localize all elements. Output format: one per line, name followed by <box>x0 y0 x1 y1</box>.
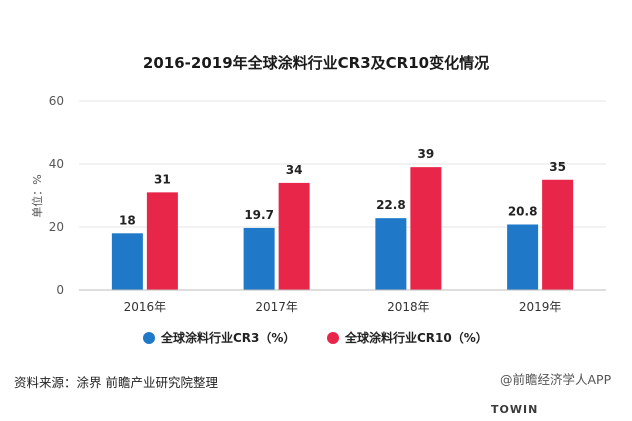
bar-series0-1 <box>243 227 275 290</box>
data-label: 39 <box>418 147 435 161</box>
legend-marker <box>143 332 155 344</box>
bar-series1-3 <box>542 179 574 290</box>
legend: 全球涂料行业CR3（%） 全球涂料行业CR10（%） <box>143 330 488 345</box>
brand-label: @前瞻经济学人APP <box>500 372 612 387</box>
y-tick-label: 40 <box>49 157 64 171</box>
data-label: 22.8 <box>376 198 406 212</box>
y-axis-ticks: 0 20 40 60 <box>49 94 64 297</box>
towin-label: TOWIN <box>491 403 539 416</box>
y-tick-label: 0 <box>56 283 64 297</box>
bar-series1-1 <box>278 182 310 290</box>
legend-label: 全球涂料行业CR10（%） <box>344 330 488 345</box>
y-axis-label: 单位：% <box>30 174 44 217</box>
bar-series1-0 <box>146 192 178 290</box>
x-tick-label: 2016年 <box>124 300 167 314</box>
data-label: 19.7 <box>244 208 274 222</box>
bar-series0-2 <box>375 218 407 290</box>
x-tick-label: 2017年 <box>255 300 298 314</box>
legend-label: 全球涂料行业CR3（%） <box>160 330 295 345</box>
bar-series1-2 <box>410 167 442 290</box>
x-axis-ticks: 2016年 2017年 2018年 2019年 <box>124 300 562 314</box>
data-label: 35 <box>549 160 566 174</box>
source-note: 资料来源：涂界 前瞻产业研究院整理 <box>14 375 218 390</box>
y-tick-label: 20 <box>49 220 64 234</box>
data-label: 20.8 <box>508 204 538 218</box>
y-tick-label: 60 <box>49 94 64 108</box>
data-label: 18 <box>119 213 136 227</box>
bar-series0-3 <box>507 224 539 290</box>
x-tick-label: 2019年 <box>519 300 562 314</box>
bars <box>111 167 574 290</box>
legend-marker <box>327 332 339 344</box>
x-tick-label: 2018年 <box>387 300 430 314</box>
bar-series0-0 <box>111 233 143 290</box>
data-label: 31 <box>154 172 171 186</box>
data-labels: 18 31 19.7 34 22.8 39 20.8 35 <box>119 147 566 227</box>
data-label: 34 <box>286 163 303 177</box>
chart-title: 2016-2019年全球涂料行业CR3及CR10变化情况 <box>143 54 489 72</box>
